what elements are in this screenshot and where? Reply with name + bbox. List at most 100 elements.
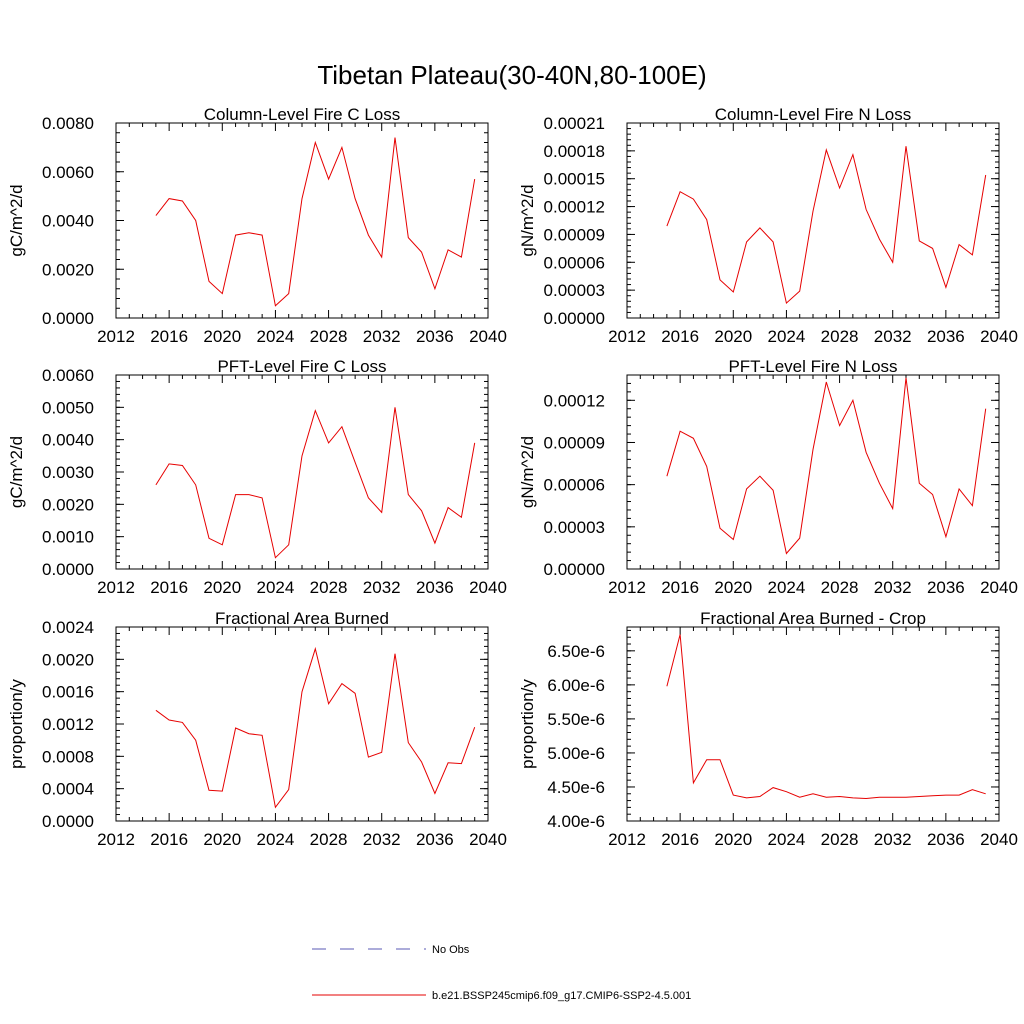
y-tick-label: 0.00006 <box>544 253 605 272</box>
x-tick-label: 2040 <box>469 578 507 597</box>
x-tick-label: 2028 <box>310 830 348 849</box>
figure-title: Tibetan Plateau(30-40N,80-100E) <box>317 60 706 90</box>
legend-label-no-obs: No Obs <box>432 944 470 956</box>
x-tick-label: 2032 <box>363 578 401 597</box>
x-tick-label: 2016 <box>661 327 699 346</box>
y-tick-label: 0.00012 <box>544 198 605 217</box>
plot-frame <box>626 626 1000 822</box>
y-axis-label: gN/m^2/d <box>518 436 537 508</box>
x-tick-label: 2036 <box>416 578 454 597</box>
x-tick-label: 2036 <box>927 327 965 346</box>
x-tick-label: 2016 <box>150 830 188 849</box>
y-tick-label: 4.00e-6 <box>547 812 605 831</box>
x-tick-label: 2024 <box>257 327 295 346</box>
y-tick-label: 0.00000 <box>544 560 605 579</box>
x-tick-label: 2028 <box>310 578 348 597</box>
y-tick-label: 4.50e-6 <box>547 778 605 797</box>
y-tick-label: 6.50e-6 <box>547 642 605 661</box>
x-tick-label: 2032 <box>874 578 912 597</box>
y-axis-label: proportion/y <box>7 679 26 769</box>
y-tick-label: 0.0040 <box>42 212 94 231</box>
y-tick-label: 0.0020 <box>42 260 94 279</box>
x-tick-label: 2032 <box>363 327 401 346</box>
panel-title: PFT-Level Fire N Loss <box>728 357 897 376</box>
y-tick-label: 0.0000 <box>42 560 94 579</box>
x-tick-label: 2028 <box>821 578 859 597</box>
chart-panel: Column-Level Fire N Loss gN/m^2/d 2012 2016… <box>518 105 1018 346</box>
x-tick-label: 2012 <box>608 327 646 346</box>
y-tick-label: 0.00015 <box>544 170 605 189</box>
x-tick-label: 2036 <box>927 830 965 849</box>
x-tick-label: 2024 <box>768 327 806 346</box>
x-tick-label: 2024 <box>768 578 806 597</box>
panel-title: Fractional Area Burned <box>215 609 389 628</box>
x-tick-label: 2020 <box>203 578 241 597</box>
x-tick-label: 2024 <box>768 830 806 849</box>
x-tick-label: 2032 <box>874 830 912 849</box>
plot-frame <box>626 122 1000 319</box>
y-tick-label: 5.00e-6 <box>547 744 605 763</box>
chart-panel: Column-Level Fire C Loss gC/m^2/d 2012 2016… <box>7 105 507 346</box>
y-tick-label: 0.0050 <box>42 398 94 417</box>
y-tick-label: 0.0060 <box>42 366 94 385</box>
y-tick-label: 0.00012 <box>544 391 605 410</box>
x-tick-label: 2012 <box>608 830 646 849</box>
panel-title: Fractional Area Burned - Crop <box>700 609 926 628</box>
x-tick-label: 2016 <box>150 327 188 346</box>
x-tick-label: 2040 <box>980 327 1018 346</box>
y-tick-label: 0.0020 <box>42 650 94 669</box>
series-line <box>666 377 987 555</box>
x-tick-label: 2028 <box>821 830 859 849</box>
y-tick-label: 0.0000 <box>42 309 94 328</box>
x-tick-label: 2012 <box>97 327 135 346</box>
x-tick-label: 2020 <box>714 830 752 849</box>
plot-frame <box>626 374 1000 570</box>
legend-label-model-run: b.e21.BSSP245cmip6.f09_g17.CMIP6-SSP2-4.… <box>432 990 691 1002</box>
y-tick-label: 0.00000 <box>544 309 605 328</box>
y-tick-label: 0.0020 <box>42 495 94 514</box>
x-tick-label: 2024 <box>257 830 295 849</box>
x-tick-label: 2012 <box>97 830 135 849</box>
x-tick-label: 2020 <box>714 578 752 597</box>
x-tick-label: 2036 <box>416 830 454 849</box>
y-axis-label: proportion/y <box>518 679 537 769</box>
y-tick-label: 6.00e-6 <box>547 676 605 695</box>
series-line <box>155 407 476 559</box>
y-tick-label: 0.0024 <box>42 618 94 637</box>
y-tick-label: 0.0060 <box>42 163 94 182</box>
x-tick-label: 2032 <box>363 830 401 849</box>
chart-panels: Column-Level Fire C Loss gC/m^2/d 2012 2016… <box>7 105 1018 849</box>
x-tick-label: 2036 <box>416 327 454 346</box>
x-tick-label: 2012 <box>97 578 135 597</box>
y-tick-label: 0.0010 <box>42 528 94 547</box>
x-tick-label: 2028 <box>821 327 859 346</box>
y-axis-label: gC/m^2/d <box>7 436 26 508</box>
y-tick-label: 0.00018 <box>544 142 605 161</box>
chart-panel: Fractional Area Burned - Crop proportion/… <box>518 609 1018 849</box>
x-tick-label: 2032 <box>874 327 912 346</box>
x-tick-label: 2040 <box>469 830 507 849</box>
y-tick-label: 0.0004 <box>42 780 94 799</box>
plot-frame <box>115 122 489 319</box>
x-tick-label: 2024 <box>257 578 295 597</box>
x-tick-label: 2016 <box>661 578 699 597</box>
series-line <box>666 634 986 800</box>
series-line <box>155 646 476 809</box>
y-tick-label: 0.0080 <box>42 114 94 133</box>
legend: No Obs b.e21.BSSP245cmip6.f09_g17.CMIP6-… <box>312 944 691 1002</box>
y-tick-label: 0.0040 <box>42 431 94 450</box>
y-tick-label: 5.50e-6 <box>547 710 605 729</box>
y-axis-label: gC/m^2/d <box>7 184 26 256</box>
y-axis-label: gN/m^2/d <box>518 184 537 256</box>
y-tick-label: 0.0000 <box>42 812 94 831</box>
series-line <box>666 146 987 305</box>
y-tick-label: 0.00003 <box>544 518 605 537</box>
y-tick-label: 0.00003 <box>544 281 605 300</box>
chart-panel: PFT-Level Fire N Loss gN/m^2/d 2012 2016 202… <box>518 357 1018 597</box>
series-line <box>155 137 476 307</box>
x-tick-label: 2040 <box>469 327 507 346</box>
x-tick-label: 2040 <box>980 578 1018 597</box>
plot-frame <box>115 626 489 822</box>
chart-panel: PFT-Level Fire C Loss gC/m^2/d 2012 2016 202… <box>7 357 507 597</box>
